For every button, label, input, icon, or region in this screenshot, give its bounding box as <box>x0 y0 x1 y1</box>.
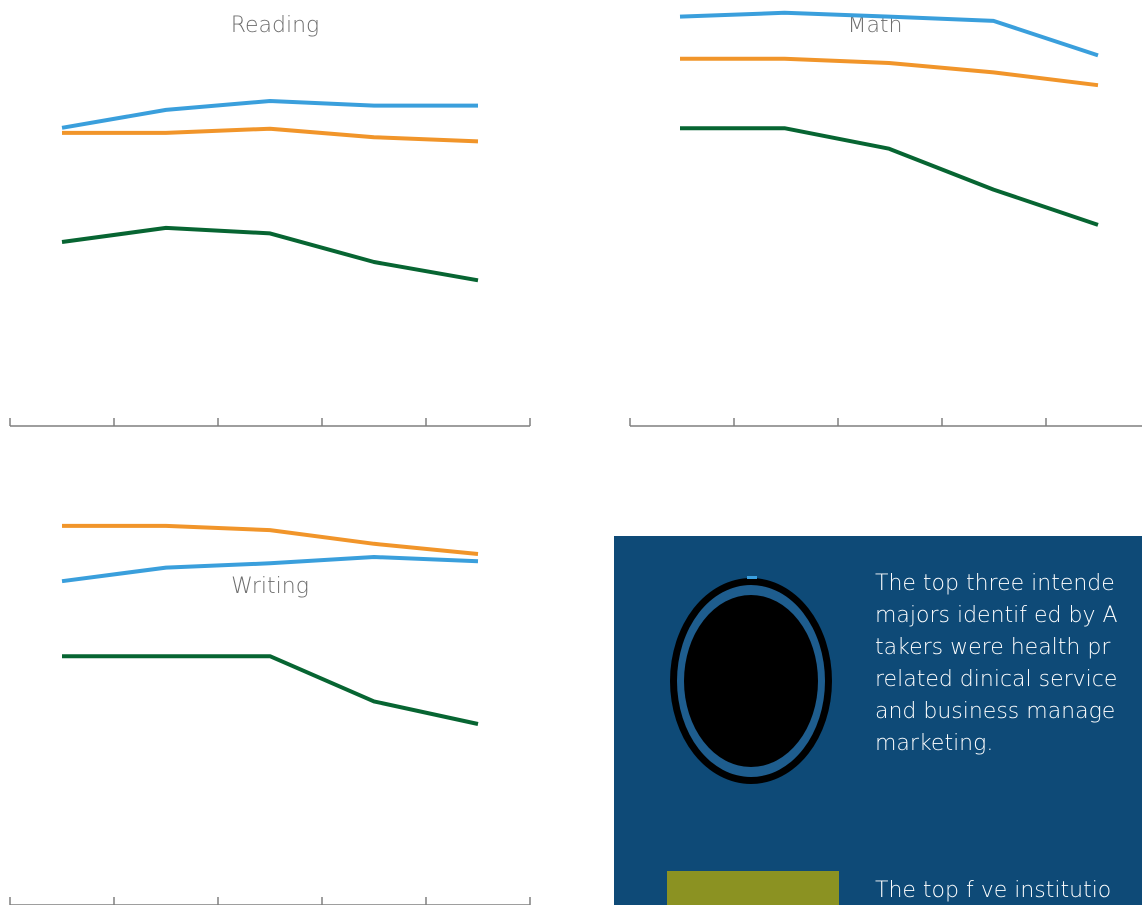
circle-icon <box>684 595 818 767</box>
chart-writing <box>9 523 531 905</box>
panel-paragraph-institutions: The top f ve institutio SAT scores from … <box>875 878 1112 903</box>
info-panel: The top three intende majors identif ed … <box>614 536 1142 905</box>
series-line-green <box>62 654 479 726</box>
chart-title-reading: Reading <box>230 13 320 38</box>
series-line-orange <box>62 523 479 556</box>
series-line-green <box>680 126 1099 227</box>
series-line-blue <box>679 10 1099 58</box>
circle-icon-marker <box>747 576 757 579</box>
series-line-orange <box>680 56 1099 88</box>
chart-title-writing: Writing <box>231 574 309 599</box>
series-line-orange <box>62 126 479 144</box>
chart-reading <box>9 99 531 427</box>
series-line-blue <box>61 555 479 584</box>
olive-icon-block <box>667 871 839 905</box>
panel-paragraph-majors: The top three intende majors identif ed … <box>875 571 1118 756</box>
chart-math <box>629 10 1142 427</box>
series-line-blue <box>61 99 478 130</box>
series-line-green <box>61 225 479 283</box>
